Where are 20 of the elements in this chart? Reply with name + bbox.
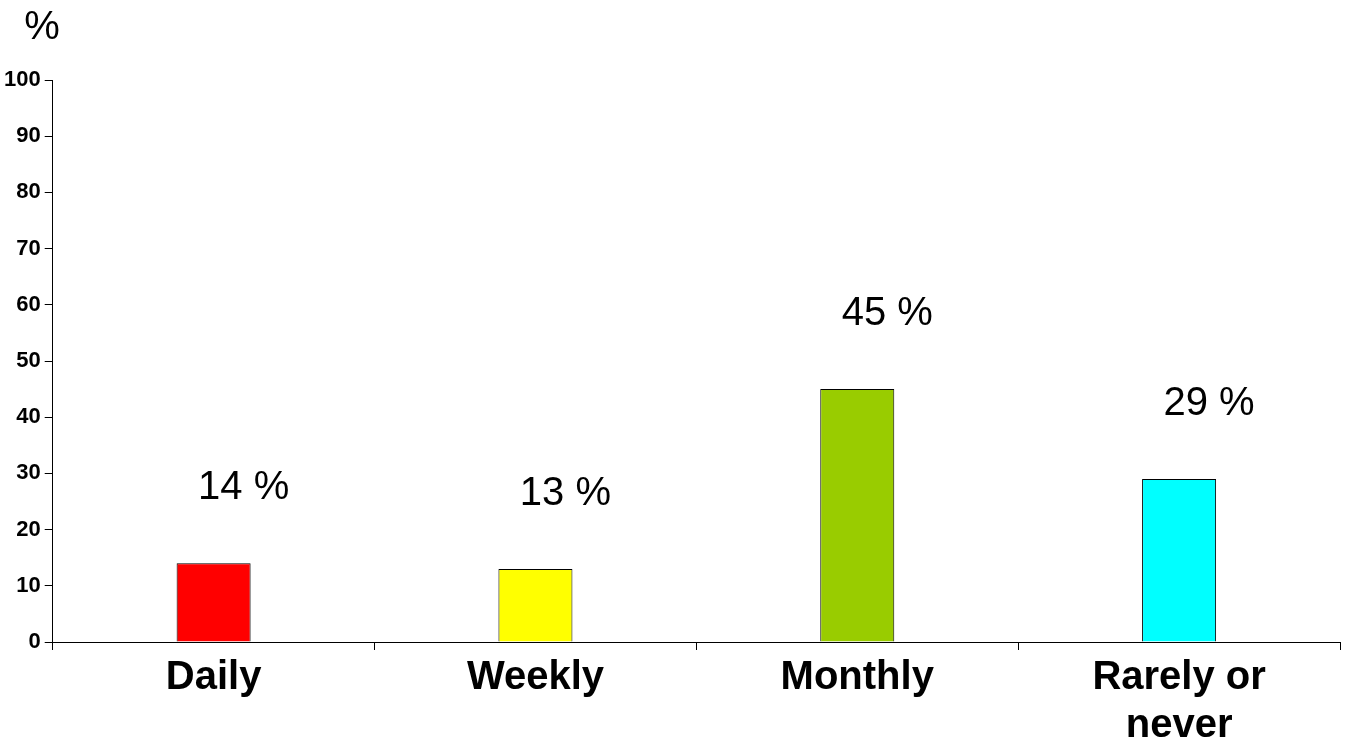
- y-tick-label: 100: [3, 66, 41, 92]
- y-tick-label: 60: [16, 290, 41, 316]
- y-tick-label: 20: [16, 515, 41, 541]
- data-label: 45 %: [841, 289, 933, 334]
- data-label: 13 %: [519, 468, 612, 513]
- y-tick-label: 90: [16, 122, 41, 148]
- data-label: 14 %: [198, 463, 290, 508]
- x-tick-label: Weekly: [466, 653, 605, 698]
- y-tick-label: 10: [16, 571, 41, 597]
- y-tick-label: 70: [16, 234, 41, 260]
- y-axis-title: %: [24, 3, 60, 48]
- x-tick-label: Daily: [165, 653, 263, 698]
- y-tick-label: 80: [16, 178, 41, 204]
- x-tick-label: Rarely or never: [1092, 653, 1266, 746]
- y-tick-label: 30: [16, 459, 41, 485]
- x-tick-label: Monthly: [780, 653, 935, 698]
- data-label: 29 %: [1163, 379, 1255, 424]
- y-tick-label: 0: [28, 628, 41, 654]
- y-tick-label: 50: [16, 347, 41, 373]
- y-tick-label: 40: [16, 403, 41, 429]
